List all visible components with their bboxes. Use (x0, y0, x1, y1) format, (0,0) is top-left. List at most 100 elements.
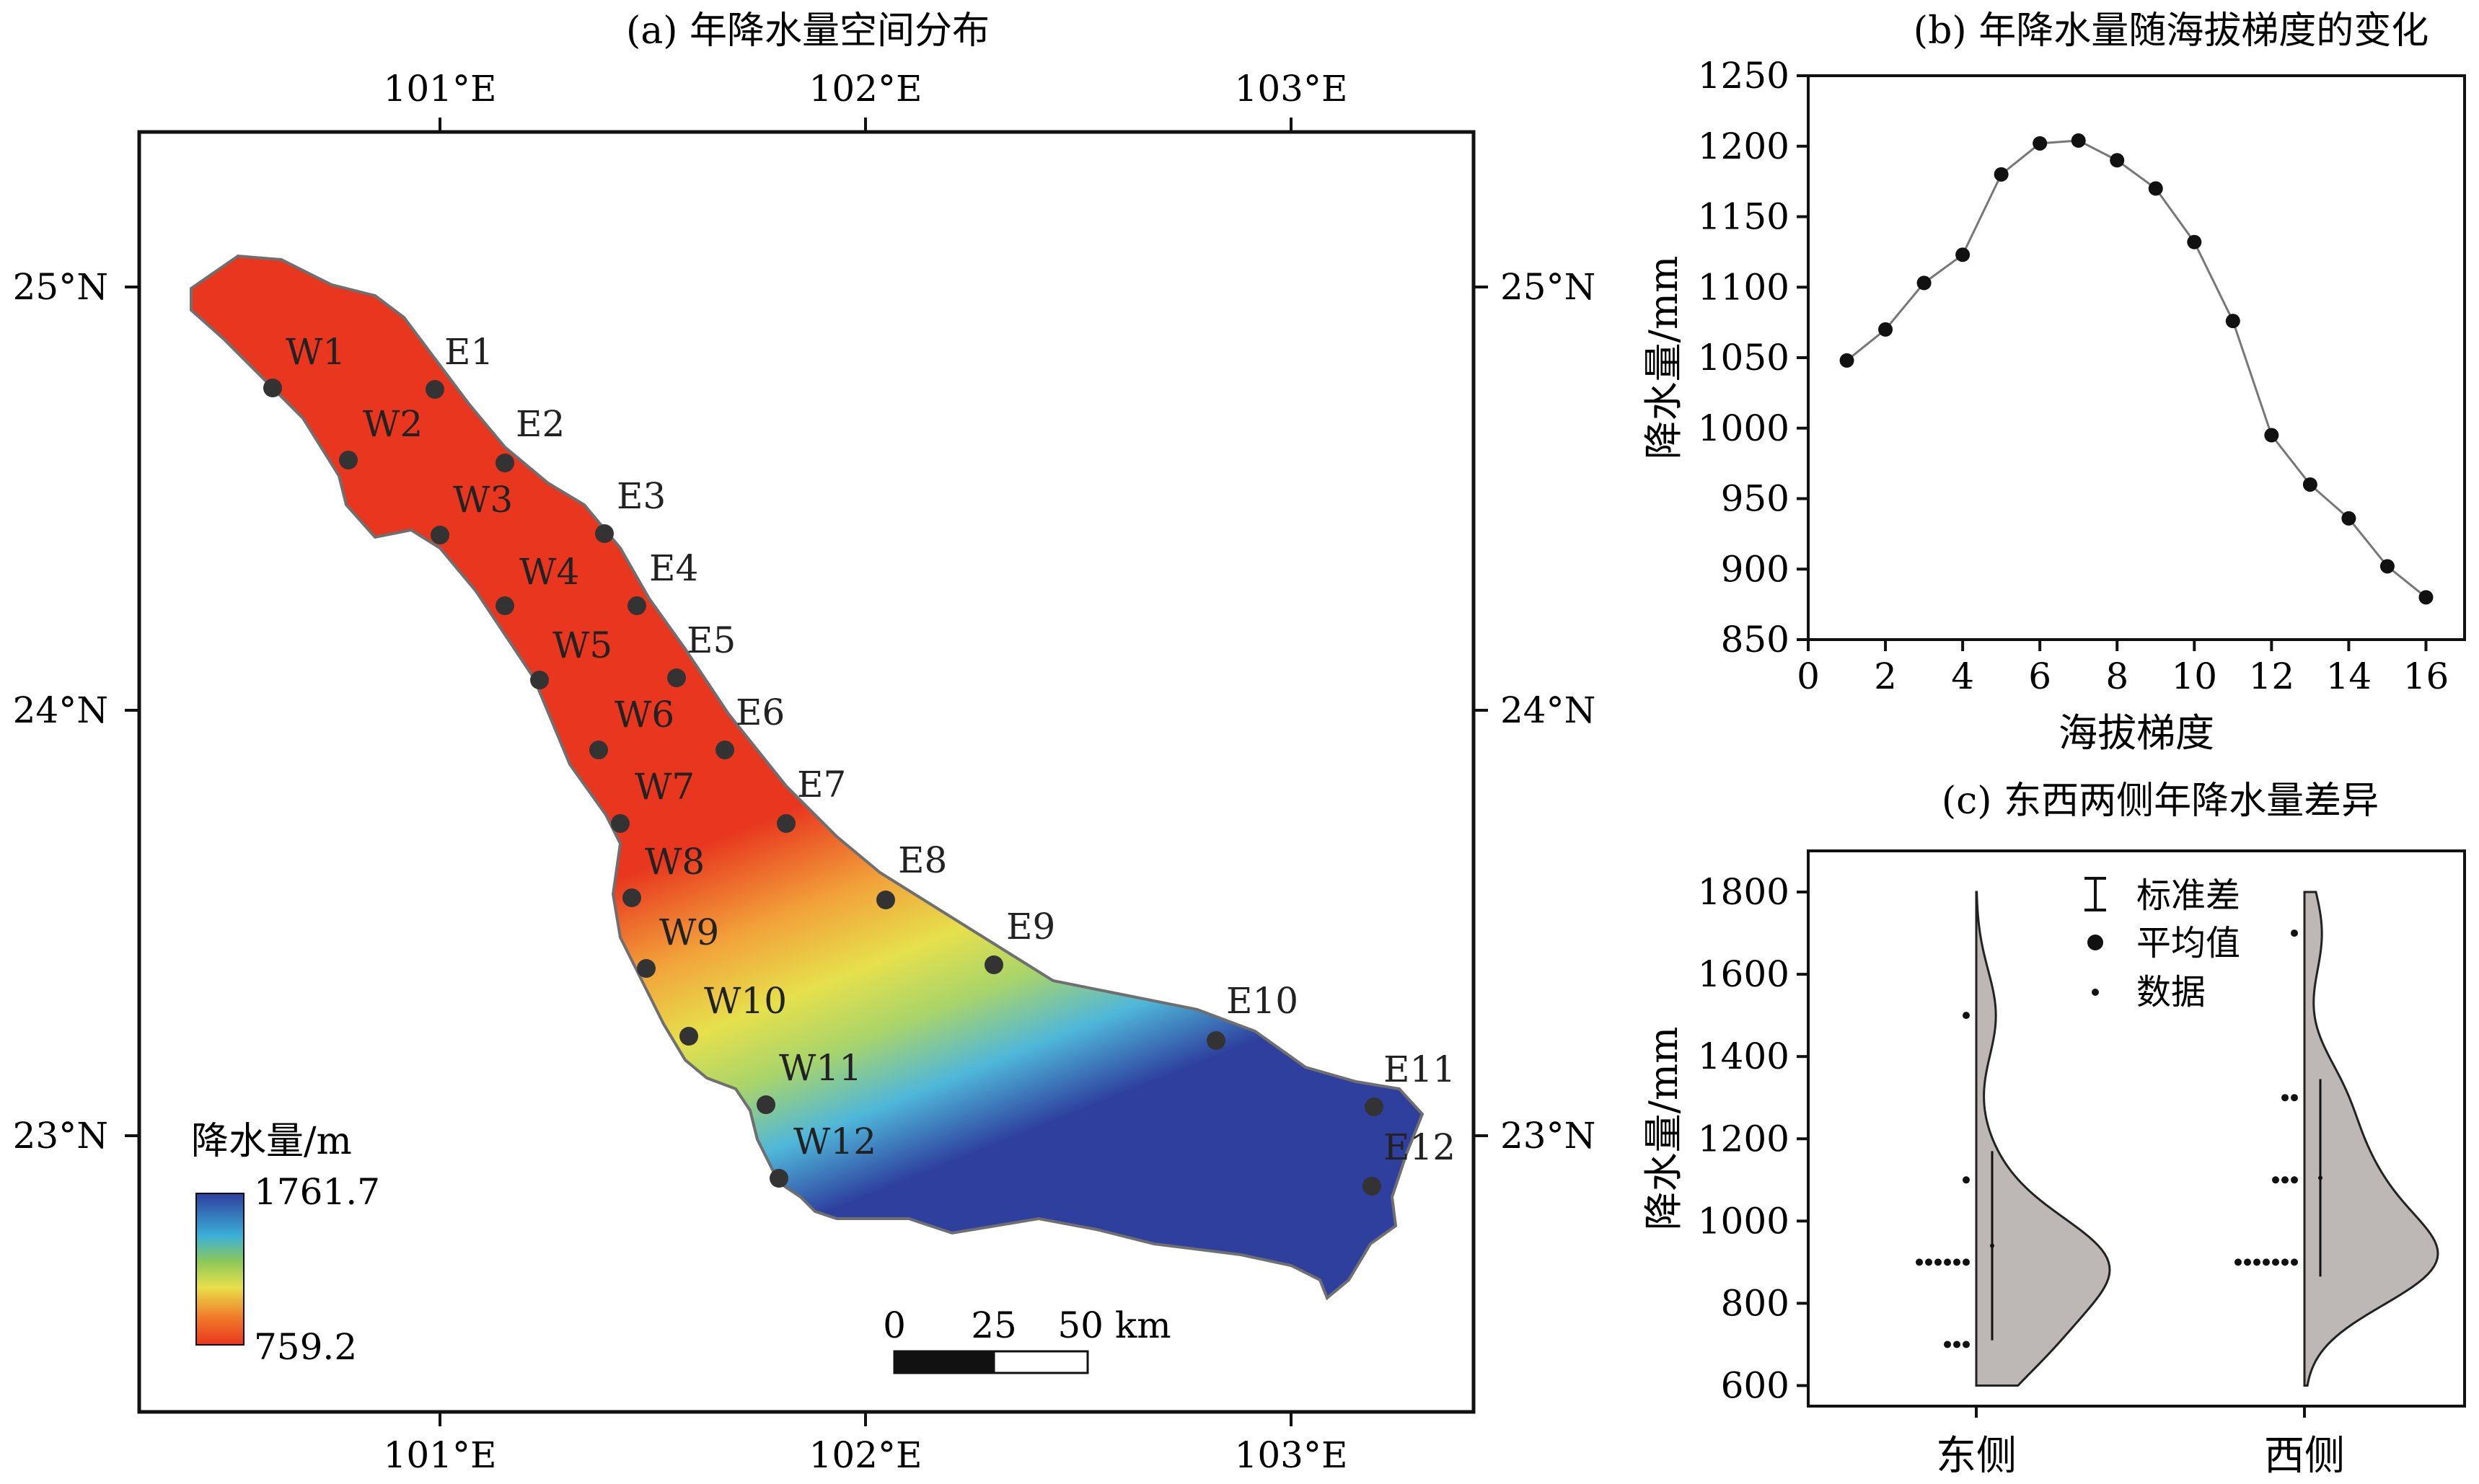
station-point (770, 1169, 788, 1188)
y-tick-label-b: 1250 (1698, 55, 1789, 97)
data-point-b (2225, 314, 2240, 329)
station-point (622, 888, 641, 907)
station-point (595, 524, 614, 543)
station-point (628, 596, 646, 615)
station-point (757, 1095, 775, 1114)
x-axis-label-b: 海拔梯度 (2059, 710, 2214, 756)
data-dot (1953, 1258, 1960, 1266)
y-tick-label-b: 850 (1721, 619, 1789, 661)
data-point-b (2187, 234, 2202, 249)
data-point-b (2264, 428, 2279, 443)
lat-tick-label: 24°N (1500, 689, 1595, 731)
data-point-b (2148, 181, 2163, 196)
y-tick-label-c: 1200 (1698, 1118, 1789, 1160)
series-b (1839, 133, 2434, 605)
data-dot (2272, 1258, 2279, 1266)
station-labels: W1 W2 W3 W4 W5 W6 W7 W8 W9 W10 W11 W12 E… (286, 331, 1456, 1168)
y-axis-label-c: 降水量/mm (1641, 1027, 1686, 1231)
lon-ticks-bottom: 101°E 102°E 103°E (384, 1412, 1348, 1476)
data-point-b (2110, 153, 2125, 168)
data-dot (2272, 1176, 2279, 1184)
station-label: E9 (1006, 906, 1055, 948)
x-tick-label-b: 16 (2403, 655, 2449, 697)
data-dot (2263, 1258, 2270, 1266)
violin-shape (2303, 891, 2439, 1387)
y-tick-label-c: 1600 (1698, 953, 1789, 995)
station-label: E11 (1383, 1048, 1456, 1090)
y-tick-label-b: 1100 (1698, 266, 1789, 308)
station-label: E1 (444, 331, 493, 373)
station-point (426, 380, 444, 399)
station-label: W4 (519, 551, 579, 593)
y-tick-label-b: 1150 (1698, 196, 1789, 238)
data-dot (2281, 1094, 2289, 1102)
x-tick-label-b: 2 (1874, 655, 1897, 697)
y-tick-label-c: 1800 (1698, 871, 1789, 913)
station-point (611, 814, 630, 833)
x-tick-label-b: 14 (2326, 655, 2372, 697)
scale-label: 50 km (1057, 1304, 1171, 1346)
station-label: W7 (635, 766, 695, 808)
y-tick-label-c: 1000 (1698, 1200, 1789, 1242)
lat-tick-label: 23°N (1500, 1115, 1595, 1157)
stations-west (263, 379, 788, 1188)
station-label: E2 (516, 403, 565, 445)
panel-a-title: (a) 年降水量空间分布 (626, 9, 990, 53)
station-label: W1 (286, 331, 345, 373)
mean-point (1990, 1243, 1994, 1248)
x-tick-label-b: 8 (2105, 655, 2128, 697)
plot-frame-b (1807, 74, 2466, 641)
station-label: E4 (649, 547, 698, 589)
station-label: E12 (1383, 1126, 1456, 1168)
lon-tick-label: 101°E (384, 68, 497, 110)
station-point (431, 526, 449, 544)
data-point-b (2071, 133, 2086, 148)
scale-label: 0 (883, 1304, 906, 1346)
data-dot (1963, 1176, 1970, 1184)
mean-point (2318, 1175, 2322, 1180)
mean-legend-icon (2087, 935, 2103, 950)
colorbar-max-label: 1761.7 (254, 1171, 380, 1213)
scale-label: 25 (971, 1304, 1017, 1346)
data-point-b (2341, 511, 2356, 526)
colorbar-title: 降水量/m (191, 1120, 352, 1163)
station-point (679, 1027, 698, 1046)
lon-tick-label: 102°E (809, 68, 923, 110)
x-tick-label-b: 10 (2171, 655, 2217, 697)
colorbar (195, 1193, 245, 1346)
data-point-b (1839, 353, 1854, 368)
station-label: E7 (797, 764, 846, 805)
station-point (637, 959, 656, 978)
station-label: W8 (645, 841, 705, 883)
data-point-b (2302, 477, 2317, 492)
y-axis-b: 850 900 950 1000 1050 1100 1150 1200 1250 (1698, 55, 1808, 661)
y-tick-label-b: 950 (1721, 478, 1789, 520)
panel-b-line-chart: (b) 年降水量随海拔梯度的变化 850 900 950 1000 1050 1100 11… (1641, 9, 2466, 756)
data-point-b (1994, 167, 2009, 182)
data-dot (2281, 1176, 2289, 1184)
station-point (985, 955, 1003, 974)
data-dot (2234, 1258, 2242, 1266)
data-point-b (2033, 136, 2048, 151)
station-point (1362, 1177, 1381, 1196)
lon-tick-label: 101°E (384, 1434, 497, 1476)
data-dot (1944, 1341, 1951, 1348)
station-label: W3 (453, 479, 513, 521)
y-axis-label-b: 降水量/mm (1641, 256, 1686, 460)
stations-east (426, 380, 1383, 1196)
y-tick-label-b: 1050 (1698, 337, 1789, 379)
data-dot (1963, 1341, 1970, 1348)
colorbar-min-label: 759.2 (254, 1326, 357, 1368)
station-point (667, 668, 686, 687)
station-point (1365, 1097, 1383, 1116)
panel-b-title: (b) 年降水量随海拔梯度的变化 (1914, 9, 2429, 53)
x-tick-label-b: 0 (1797, 655, 1820, 697)
station-point (589, 741, 608, 759)
data-dot (2291, 1094, 2298, 1102)
lon-tick-label: 103°E (1235, 1434, 1348, 1476)
station-point (496, 454, 514, 472)
station-point (530, 671, 549, 689)
panel-c-title: (c) 东西两侧年降水量差异 (1942, 779, 2379, 823)
y-axis-c: 600 800 1000 1200 1400 1600 1800 (1698, 871, 1808, 1406)
data-dot (1916, 1258, 1923, 1266)
